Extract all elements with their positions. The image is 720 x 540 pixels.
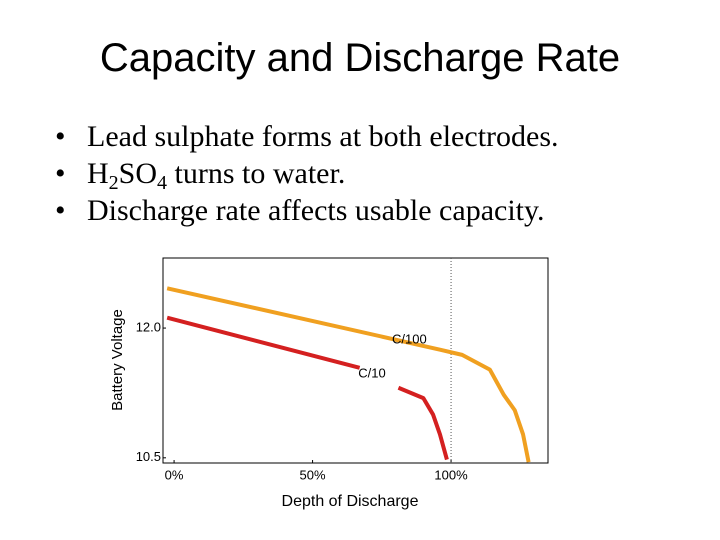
bullet: H2SO4 turns to water. xyxy=(55,155,559,194)
plot-frame xyxy=(162,257,549,464)
bullet-text: Discharge rate affects usable capacity. xyxy=(87,194,545,227)
bullet-text: Lead sulphate forms at both electrodes. xyxy=(87,120,559,153)
bullet-text: SO xyxy=(118,157,158,190)
bullet-text: H xyxy=(87,157,109,190)
x-tick-label: 100% xyxy=(434,467,468,482)
bullet-list: Lead sulphate forms at both electrodes. … xyxy=(55,118,559,229)
x-tick-label: 0% xyxy=(165,467,184,482)
data-line xyxy=(166,315,449,461)
y-tick-label: 12.0 xyxy=(136,320,161,335)
x-tick-label: 50% xyxy=(300,467,326,482)
y-axis-label: Battery Voltage xyxy=(109,309,126,411)
series-label: C/100 xyxy=(392,331,427,346)
slide-title: Capacity and Discharge Rate xyxy=(99,36,621,80)
series-label: C/10 xyxy=(358,365,385,380)
bullet-text: turns to water. xyxy=(167,157,346,190)
bullet: Discharge rate affects usable capacity. xyxy=(55,192,559,229)
subscript: 2 xyxy=(108,172,119,194)
subscript: 4 xyxy=(157,172,168,194)
data-line xyxy=(166,286,531,463)
bullet: Lead sulphate forms at both electrodes. xyxy=(55,118,559,155)
y-tick-label: 10.5 xyxy=(136,449,161,464)
x-axis-label: Depth of Discharge xyxy=(282,493,419,510)
